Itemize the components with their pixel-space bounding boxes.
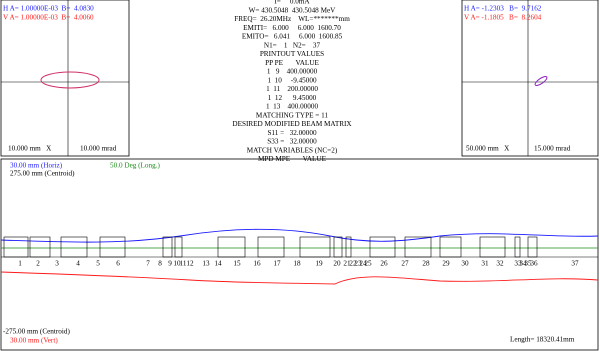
center-line: I= 0.0mA bbox=[274, 0, 310, 6]
long-scale: 50.0 Deg (Long.) bbox=[110, 162, 161, 170]
center-line: DESIRED MODIFIED BEAM MATRIX bbox=[232, 120, 352, 128]
centroid-top: 275.00 mm (Centroid) bbox=[10, 170, 75, 178]
element-label: 28 bbox=[422, 260, 430, 268]
element-label: 1 bbox=[18, 260, 22, 268]
element-label: 17 bbox=[273, 260, 281, 268]
left-frame bbox=[0, 0, 130, 157]
element-label: 32 bbox=[496, 260, 504, 268]
vert-scale: 30.00 mm (Vert) bbox=[10, 337, 58, 345]
element-label: 35 bbox=[524, 260, 532, 268]
right-v-params: V A= -1.1805 B= 8.2604 bbox=[464, 14, 542, 22]
element-label: 21 bbox=[343, 260, 351, 268]
element-label: 6 bbox=[116, 260, 120, 268]
element-box bbox=[333, 236, 343, 258]
element-box bbox=[60, 236, 88, 258]
element-box bbox=[29, 236, 51, 258]
element-box bbox=[162, 236, 173, 258]
center-line: W= 430.5048 430.5048 MeV bbox=[249, 6, 337, 14]
center-line: 1 9 400.00000 bbox=[267, 68, 318, 76]
element-label: 30 bbox=[461, 260, 469, 268]
element-label: 27 bbox=[401, 260, 409, 268]
element-label: 12 bbox=[186, 260, 194, 268]
right-y-scale: 15.000 mrad bbox=[534, 145, 571, 153]
element-box bbox=[299, 236, 331, 258]
center-line: MATCH VARIABLES (NC=2) bbox=[247, 146, 338, 154]
element-label: 19 bbox=[315, 260, 323, 268]
left-v-params: V A= 1.00000E-03 B= 4.0060 bbox=[3, 14, 94, 22]
center-line: 1 12 9.45000 bbox=[268, 94, 317, 102]
element-label: 36 bbox=[530, 260, 538, 268]
element-box bbox=[174, 236, 183, 258]
left-ellipse bbox=[40, 71, 100, 89]
element-label: 22 bbox=[349, 260, 357, 268]
element-label: 31 bbox=[481, 260, 489, 268]
left-x-scale: 10.000 mm X bbox=[8, 145, 52, 153]
center-line: FREQ= 26.20MHz WL=*******mm bbox=[234, 15, 350, 23]
element-label: 11 bbox=[180, 260, 187, 268]
element-label: 29 bbox=[442, 260, 450, 268]
element-label: 2 bbox=[36, 260, 40, 268]
horiz-scale: 30.00 mm (Horiz) bbox=[10, 162, 63, 170]
element-label: 37 bbox=[571, 260, 579, 268]
profile-frame bbox=[0, 158, 599, 351]
center-line: 1 11 200.00000 bbox=[266, 85, 318, 93]
element-label: 20 bbox=[333, 260, 341, 268]
centroid-bottom: -275.00 mm (Centroid) bbox=[3, 328, 70, 336]
element-label: 9 bbox=[168, 260, 172, 268]
center-line: S11 = 32.00000 bbox=[267, 129, 317, 137]
element-label: 7 bbox=[146, 260, 150, 268]
element-label: 4 bbox=[76, 260, 80, 268]
length: Length= 18320.41mm bbox=[510, 336, 575, 344]
element-box bbox=[3, 236, 29, 258]
center-line: EMITI= 6.000 6.000 1600.70 bbox=[243, 24, 341, 32]
element-box bbox=[99, 236, 126, 258]
element-label: 26 bbox=[380, 260, 388, 268]
element-label: 15 bbox=[233, 260, 241, 268]
center-line: 1 10 -9.45000 bbox=[267, 76, 317, 84]
element-label: 5 bbox=[96, 260, 100, 268]
element-label: 23 bbox=[354, 260, 362, 268]
right-ellipse bbox=[534, 75, 548, 87]
element-box bbox=[369, 236, 396, 258]
element-label: 13 bbox=[202, 260, 210, 268]
element-label: 18 bbox=[293, 260, 301, 268]
center-line: MATCHING TYPE = 11 bbox=[256, 111, 329, 119]
element-label: 24 bbox=[359, 260, 367, 268]
element-box bbox=[345, 236, 352, 258]
element-label: 3 bbox=[55, 260, 59, 268]
element-label: 25 bbox=[364, 260, 372, 268]
element-label: 33 bbox=[514, 260, 522, 268]
element-box bbox=[257, 236, 285, 258]
left-h-params: H A= 1.00000E-03 B= 4.0830 bbox=[3, 5, 94, 13]
vert-envelope bbox=[0, 271, 599, 285]
element-box bbox=[479, 236, 506, 258]
center-line: N1= 1 N2= 37 bbox=[264, 41, 321, 49]
element-label: 14 bbox=[214, 260, 222, 268]
right-h-params: H A= -1.2303 B= 9.7162 bbox=[464, 5, 542, 13]
element-box bbox=[404, 236, 432, 258]
right-frame bbox=[461, 0, 599, 157]
horiz-envelope bbox=[0, 228, 599, 243]
center-line: EMITO= 6.041 6.000 1600.85 bbox=[242, 33, 343, 41]
element-box bbox=[514, 236, 521, 258]
element-box bbox=[527, 236, 538, 258]
element-label: 8 bbox=[158, 260, 162, 268]
element-box bbox=[217, 236, 246, 258]
left-y-scale: 10.000 mrad bbox=[80, 145, 117, 153]
element-label: 16 bbox=[253, 260, 261, 268]
center-line: S33 = 32.00000 bbox=[267, 138, 317, 146]
element-label: 34 bbox=[519, 260, 527, 268]
element-label: 10 bbox=[173, 260, 181, 268]
center-line: PRINTOUT VALUES bbox=[260, 50, 324, 58]
element-box bbox=[439, 236, 462, 258]
right-x-scale: 50.000 mm X bbox=[466, 145, 510, 153]
center-line: PP PE VALUE bbox=[265, 59, 319, 67]
center-line: 1 13 400.00000 bbox=[266, 103, 319, 111]
